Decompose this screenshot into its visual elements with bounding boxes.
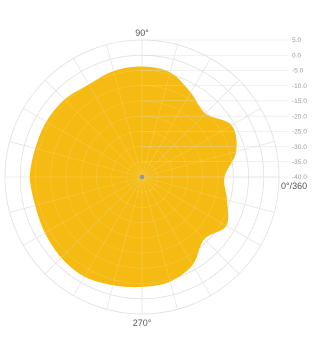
overlay-spoke [73,58,143,178]
radial-tick-label: -5.0 [292,68,304,75]
radial-tick-label: -10.0 [292,83,307,90]
radial-tick-label: -30.0 [292,144,307,151]
overlay-spoke [9,176,143,213]
radial-tick-label: -15.0 [292,98,307,105]
angle-label: 270° [133,318,152,328]
overlay-spoke [141,79,240,178]
angle-label: 90° [135,28,149,38]
overlay-spoke [141,176,211,296]
radial-tick-label: 5.0 [292,37,301,44]
overlay-spoke [141,58,211,178]
overlay-spoke [141,176,240,275]
overlay-spoke [44,176,143,275]
overlay-spoke [23,176,143,246]
polar-area-series [29,66,237,288]
overlay-spoke [44,79,143,178]
radial-tick-label: -20.0 [292,113,307,120]
overlay-spoke [141,176,261,246]
overlay-spoke [141,44,178,178]
angle-label: 0°/360 [281,181,307,191]
radial-tick-label: -25.0 [292,129,307,136]
radial-tick-labels: 5.0 0.0 -5.0 -10.0 -15.0 -20.0 -25.0 -30.0 -35.0… [142,37,307,181]
radial-tick-label: 0.0 [292,52,301,59]
overlay-spoke [73,176,143,296]
overlay-spoke [9,141,143,178]
radial-tick-label: -40.0 [292,174,307,181]
overlay-spoke [141,141,275,178]
overlay-spoke [141,176,275,213]
center-point [139,174,145,180]
overlay-spoke [106,44,143,178]
angle-labels: 90° 0°/360 270° [133,28,307,328]
overlay-spoke [106,176,143,310]
overlay-spoke [141,176,178,310]
radial-tick-label: -35.0 [292,159,307,166]
overlay-spoke [23,108,143,178]
overlay-spoke [141,108,261,178]
